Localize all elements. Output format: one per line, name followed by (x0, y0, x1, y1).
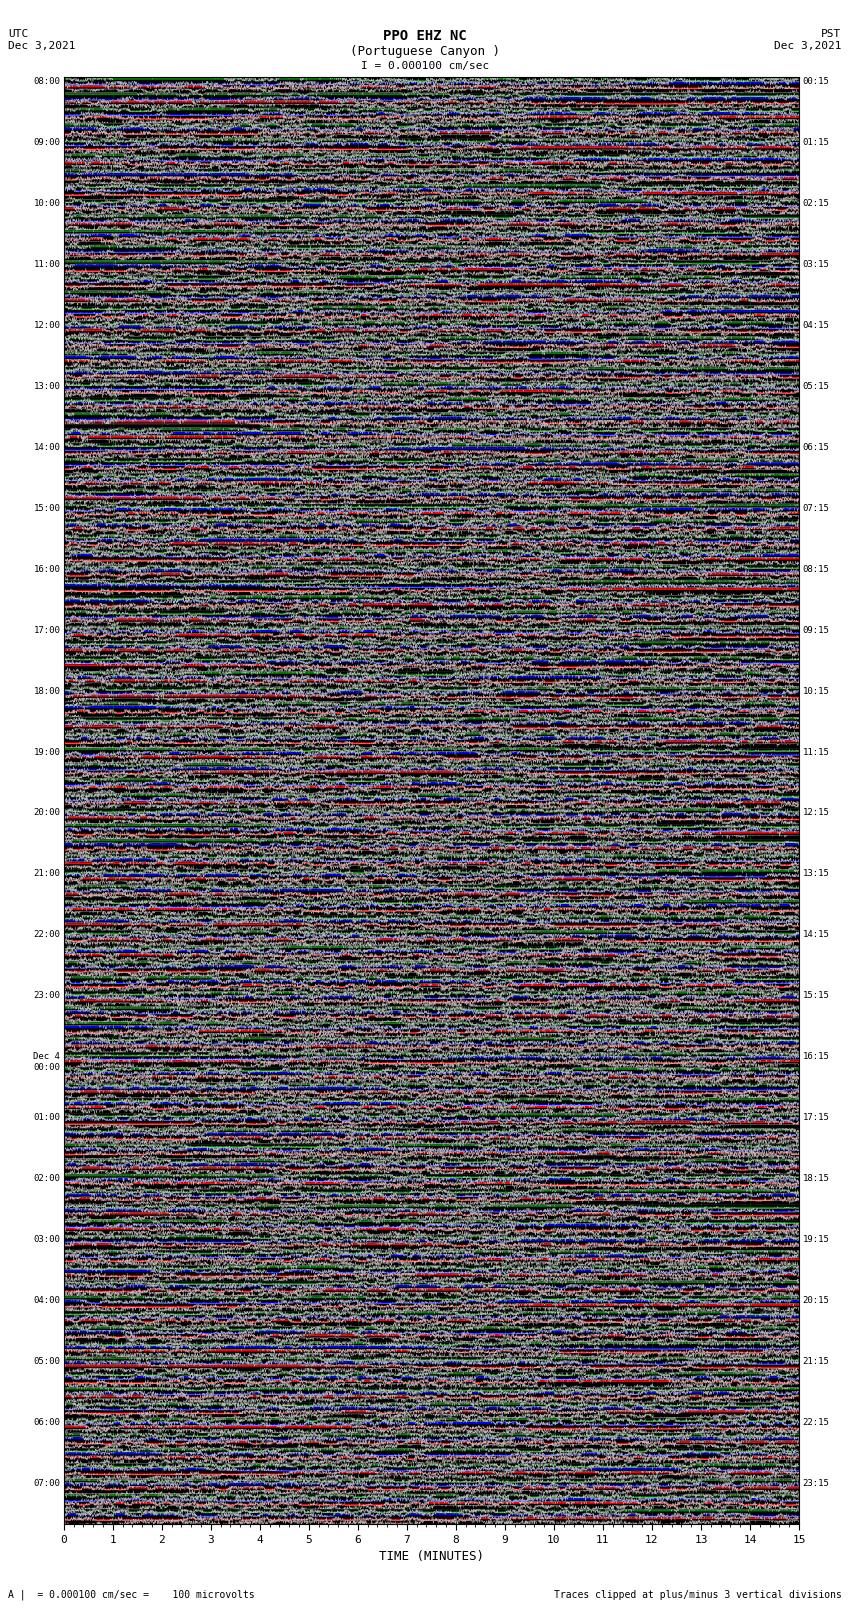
Text: 22:15: 22:15 (802, 1418, 830, 1426)
Text: 23:00: 23:00 (33, 992, 60, 1000)
Text: 06:15: 06:15 (802, 444, 830, 452)
X-axis label: TIME (MINUTES): TIME (MINUTES) (379, 1550, 484, 1563)
Text: 19:00: 19:00 (33, 747, 60, 756)
Text: 19:15: 19:15 (802, 1236, 830, 1244)
Text: 20:15: 20:15 (802, 1295, 830, 1305)
Text: 08:15: 08:15 (802, 565, 830, 574)
Text: 01:00: 01:00 (33, 1113, 60, 1123)
Text: 17:00: 17:00 (33, 626, 60, 634)
Text: 03:00: 03:00 (33, 1236, 60, 1244)
Text: 09:15: 09:15 (802, 626, 830, 634)
Text: 04:00: 04:00 (33, 1295, 60, 1305)
Text: 21:00: 21:00 (33, 869, 60, 879)
Text: 15:15: 15:15 (802, 992, 830, 1000)
Text: Dec 4
00:00: Dec 4 00:00 (33, 1052, 60, 1071)
Text: 18:00: 18:00 (33, 687, 60, 695)
Text: 11:15: 11:15 (802, 747, 830, 756)
Text: 01:15: 01:15 (802, 139, 830, 147)
Text: 04:15: 04:15 (802, 321, 830, 331)
Text: (Portuguese Canyon ): (Portuguese Canyon ) (350, 45, 500, 58)
Text: 13:15: 13:15 (802, 869, 830, 879)
Text: 05:00: 05:00 (33, 1357, 60, 1366)
Text: UTC
Dec 3,2021: UTC Dec 3,2021 (8, 29, 76, 50)
Text: A |  = 0.000100 cm/sec =    100 microvolts: A | = 0.000100 cm/sec = 100 microvolts (8, 1589, 255, 1600)
Text: 21:15: 21:15 (802, 1357, 830, 1366)
Text: 13:00: 13:00 (33, 382, 60, 390)
Text: Traces clipped at plus/minus 3 vertical divisions: Traces clipped at plus/minus 3 vertical … (553, 1590, 842, 1600)
Text: 08:00: 08:00 (33, 77, 60, 87)
Text: 16:00: 16:00 (33, 565, 60, 574)
Text: PST
Dec 3,2021: PST Dec 3,2021 (774, 29, 842, 50)
Text: 07:15: 07:15 (802, 503, 830, 513)
Text: 05:15: 05:15 (802, 382, 830, 390)
Text: 22:00: 22:00 (33, 931, 60, 939)
Text: 14:00: 14:00 (33, 444, 60, 452)
Text: 12:15: 12:15 (802, 808, 830, 818)
Text: 10:00: 10:00 (33, 200, 60, 208)
Text: 15:00: 15:00 (33, 503, 60, 513)
Text: 00:15: 00:15 (802, 77, 830, 87)
Text: 07:00: 07:00 (33, 1479, 60, 1487)
Text: 03:15: 03:15 (802, 260, 830, 269)
Text: 09:00: 09:00 (33, 139, 60, 147)
Text: 10:15: 10:15 (802, 687, 830, 695)
Text: 20:00: 20:00 (33, 808, 60, 818)
Text: PPO EHZ NC: PPO EHZ NC (383, 29, 467, 44)
Text: 16:15: 16:15 (802, 1052, 830, 1061)
Text: 18:15: 18:15 (802, 1174, 830, 1182)
Text: 02:00: 02:00 (33, 1174, 60, 1182)
Text: 23:15: 23:15 (802, 1479, 830, 1487)
Text: I = 0.000100 cm/sec: I = 0.000100 cm/sec (361, 61, 489, 71)
Text: 11:00: 11:00 (33, 260, 60, 269)
Text: 06:00: 06:00 (33, 1418, 60, 1426)
Text: 17:15: 17:15 (802, 1113, 830, 1123)
Text: 14:15: 14:15 (802, 931, 830, 939)
Text: 12:00: 12:00 (33, 321, 60, 331)
Text: 02:15: 02:15 (802, 200, 830, 208)
